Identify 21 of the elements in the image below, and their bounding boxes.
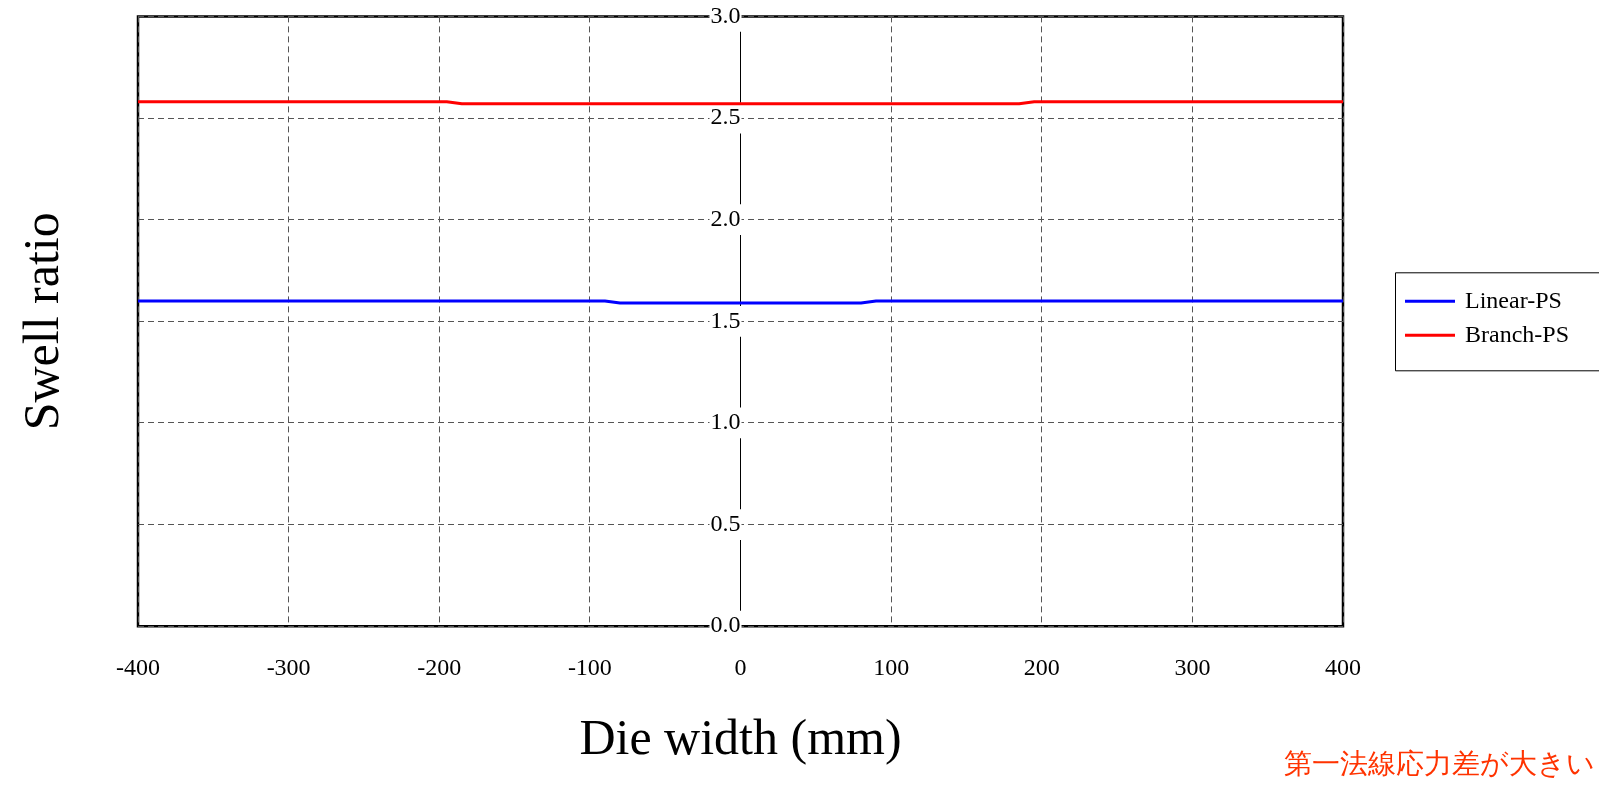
- y-tick-label: 1.0: [710, 408, 741, 435]
- x-tick-label: -100: [567, 653, 612, 680]
- x-tick-label: 400: [1325, 653, 1361, 680]
- y-tick-label: 0.5: [710, 509, 741, 536]
- text: 第一法線応力差が大きい: [1284, 747, 1595, 781]
- y-axis-title: Swell ratio: [13, 212, 70, 431]
- x-tick-label: 100: [873, 653, 910, 680]
- x-tick-label: 300: [1174, 653, 1211, 680]
- x-tick-label: -200: [417, 653, 462, 680]
- x-tick-label: 200: [1023, 653, 1060, 680]
- x-tick-label: -400: [116, 653, 160, 680]
- legend-label: Linear-PS: [1465, 286, 1562, 313]
- y-tick-label: 2.0: [710, 204, 741, 231]
- y-tick-label: 0.0: [710, 611, 741, 638]
- x-tick-label: 0: [734, 653, 747, 680]
- y-tick-label: 1.5: [710, 306, 741, 333]
- x-axis-title: Die width (mm): [579, 709, 902, 766]
- y-tick-label: 2.5: [710, 103, 741, 130]
- legend-label: Branch-PS: [1465, 320, 1569, 347]
- x-tick-label: -300: [266, 653, 311, 680]
- y-tick-label: 3.0: [710, 1, 741, 28]
